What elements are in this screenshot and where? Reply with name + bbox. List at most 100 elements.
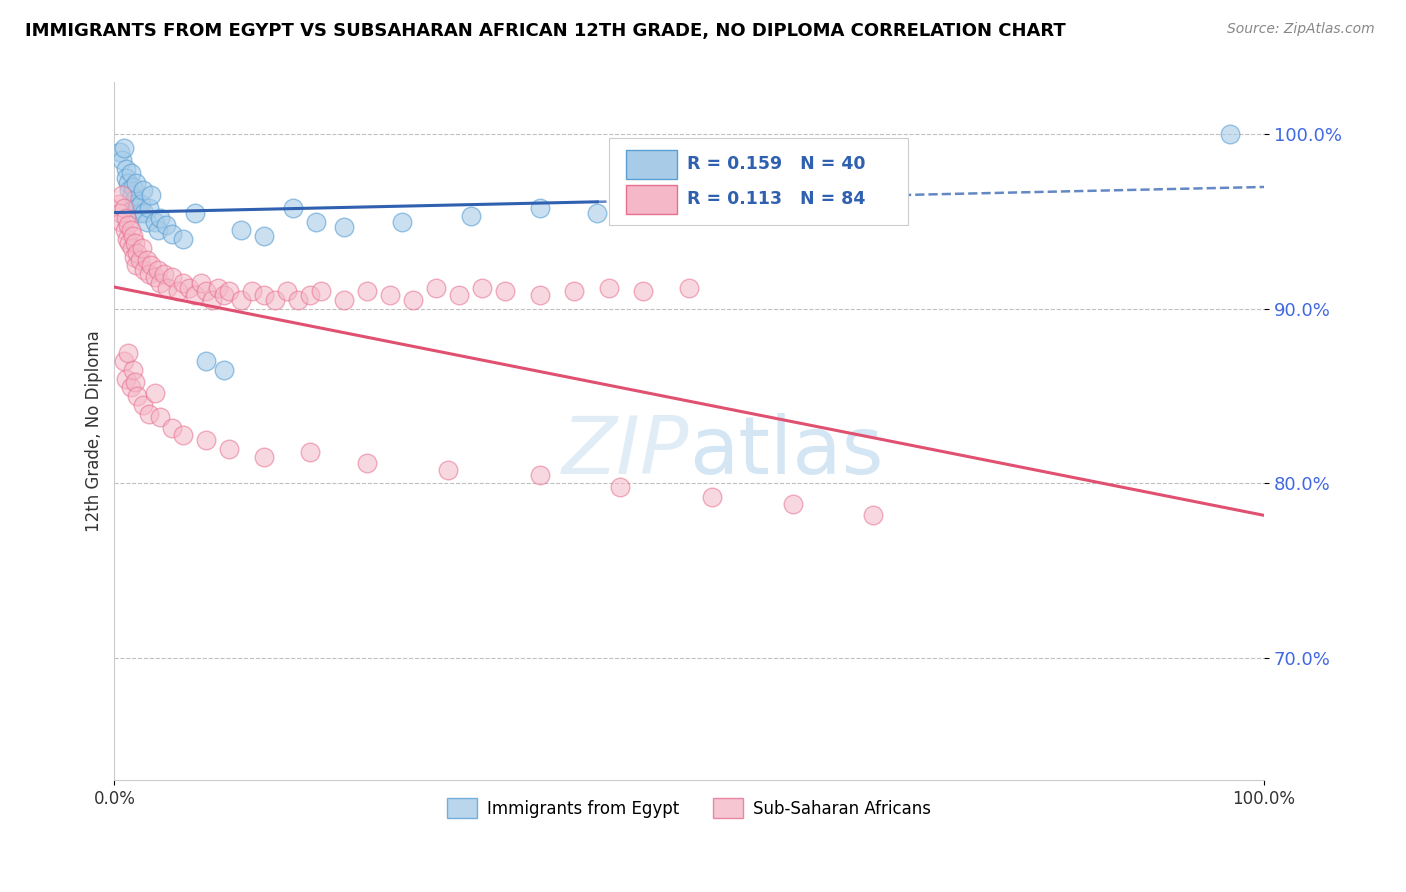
Point (134, 206, 156, 220)
Point (149, 211, 172, 225)
Point (311, 285, 333, 299)
Point (207, 281, 229, 295)
Point (120, 223, 142, 237)
Point (121, 228, 143, 243)
Point (702, 491, 724, 505)
Point (127, 201, 149, 215)
Point (160, 270, 183, 285)
Point (112, 201, 135, 215)
Point (115, 170, 138, 185)
Point (114, 223, 136, 237)
Point (115, 162, 138, 177)
Point (121, 363, 143, 377)
Point (425, 281, 447, 295)
Point (108, 206, 131, 220)
FancyBboxPatch shape (609, 137, 908, 225)
Point (124, 192, 146, 206)
Point (149, 276, 172, 290)
Point (135, 214, 157, 228)
Point (298, 288, 321, 302)
Point (562, 285, 585, 299)
Point (160, 420, 183, 434)
Point (125, 176, 148, 190)
Point (108, 145, 131, 159)
Point (195, 285, 218, 299)
Point (172, 232, 194, 246)
Point (122, 197, 145, 211)
Point (121, 188, 143, 202)
Text: R = 0.113   N = 84: R = 0.113 N = 84 (688, 190, 865, 208)
Point (111, 188, 134, 202)
Point (115, 211, 138, 225)
Point (782, 498, 804, 512)
Point (120, 380, 142, 394)
Point (127, 246, 149, 260)
Point (115, 232, 138, 246)
Point (153, 267, 176, 281)
FancyBboxPatch shape (626, 150, 676, 179)
Point (143, 385, 166, 400)
Point (110, 214, 132, 228)
Point (287, 293, 309, 307)
Point (146, 263, 169, 277)
Point (127, 389, 149, 403)
Point (124, 375, 146, 389)
Point (121, 179, 143, 194)
Point (172, 276, 194, 290)
Point (460, 210, 482, 224)
Point (156, 281, 179, 295)
Point (149, 410, 172, 425)
Point (155, 218, 177, 232)
Point (212, 288, 235, 302)
Point (212, 363, 235, 377)
Point (166, 285, 188, 299)
Point (115, 372, 138, 386)
Point (633, 285, 655, 299)
Point (135, 252, 157, 267)
Text: ZIP: ZIP (562, 413, 689, 491)
Point (380, 288, 402, 302)
Text: atlas: atlas (689, 413, 883, 491)
Point (494, 285, 516, 299)
Point (134, 263, 156, 277)
Point (356, 285, 378, 299)
Text: Source: ZipAtlas.com: Source: ZipAtlas.com (1227, 22, 1375, 37)
Point (195, 433, 218, 447)
Point (304, 214, 326, 228)
Point (117, 176, 139, 190)
Point (111, 153, 134, 168)
Point (172, 427, 194, 442)
Point (128, 206, 150, 220)
Point (141, 258, 163, 272)
Point (598, 281, 620, 295)
Point (356, 456, 378, 470)
Point (108, 197, 131, 211)
Point (333, 219, 356, 234)
Point (276, 285, 298, 299)
Point (229, 223, 252, 237)
Point (120, 166, 142, 180)
Point (229, 293, 252, 307)
Point (141, 188, 163, 202)
Point (117, 218, 139, 232)
Point (118, 235, 141, 250)
Point (132, 398, 155, 412)
Point (253, 288, 276, 302)
Point (218, 285, 240, 299)
Point (184, 206, 207, 220)
FancyBboxPatch shape (626, 185, 676, 214)
Point (118, 183, 141, 197)
Point (125, 258, 148, 272)
Point (298, 445, 321, 459)
Point (240, 285, 263, 299)
Point (138, 201, 160, 215)
Text: R = 0.159   N = 40: R = 0.159 N = 40 (688, 155, 866, 173)
Point (129, 197, 152, 211)
Point (138, 407, 160, 421)
Y-axis label: 12th Grade, No Diploma: 12th Grade, No Diploma (86, 330, 103, 532)
Point (112, 141, 135, 155)
Point (471, 281, 494, 295)
Point (281, 201, 304, 215)
Point (333, 293, 356, 307)
Point (391, 214, 413, 228)
